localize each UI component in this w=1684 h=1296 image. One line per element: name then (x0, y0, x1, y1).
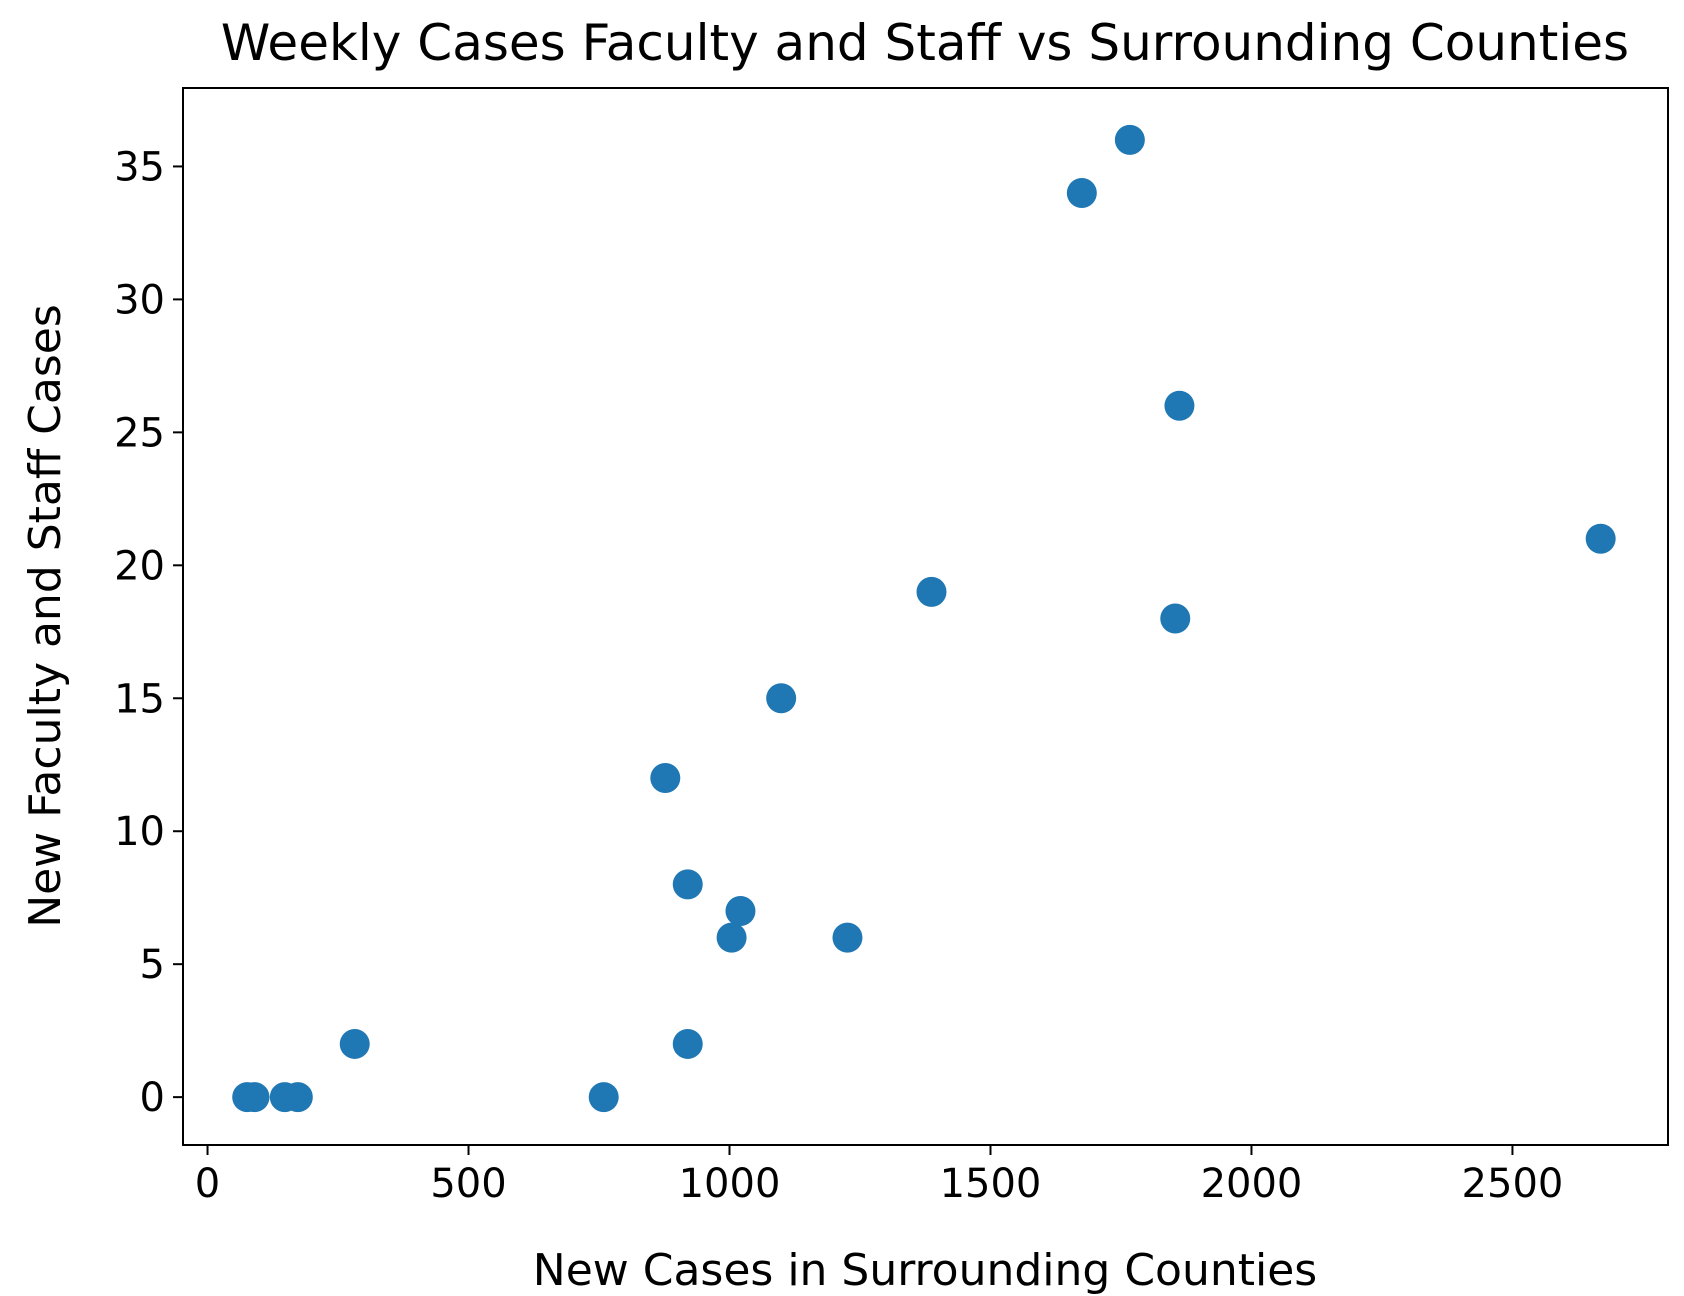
y-tick-label: 15 (114, 676, 165, 722)
point (832, 922, 863, 953)
point (1164, 390, 1195, 421)
y-tick-label: 0 (140, 1075, 165, 1121)
point (916, 576, 947, 607)
point (1114, 124, 1145, 155)
x-tick-label: 2500 (1462, 1161, 1564, 1207)
point (766, 683, 797, 714)
point (282, 1082, 313, 1113)
point (1160, 603, 1191, 634)
x-axis-label: New Cases in Surrounding Counties (533, 1245, 1317, 1296)
x-tick-label: 1500 (940, 1161, 1042, 1207)
x-tick-label: 1000 (679, 1161, 781, 1207)
y-tick-label: 20 (114, 543, 165, 589)
point (725, 895, 756, 926)
y-tick-label: 35 (114, 144, 165, 190)
y-tick-label: 10 (114, 809, 165, 855)
y-tick-label: 25 (114, 410, 165, 456)
x-tick-label: 500 (430, 1161, 506, 1207)
chart-title: Weekly Cases Faculty and Staff vs Surrou… (221, 14, 1629, 72)
plot-frame (182, 87, 1669, 1146)
point (672, 1028, 703, 1059)
point (1585, 523, 1616, 554)
x-tick-label: 0 (195, 1161, 220, 1207)
point (716, 922, 747, 953)
y-tick-label: 30 (114, 277, 165, 323)
x-tick-label: 2000 (1201, 1161, 1303, 1207)
point (339, 1028, 370, 1059)
point (650, 763, 681, 794)
y-axis-label: New Faculty and Staff Cases (20, 304, 71, 928)
y-tick-label: 5 (140, 942, 165, 988)
point (1066, 178, 1097, 209)
point (239, 1082, 270, 1113)
point (588, 1082, 619, 1113)
point (672, 869, 703, 900)
